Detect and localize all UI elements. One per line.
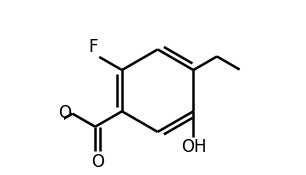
Text: O: O <box>91 153 104 171</box>
Text: F: F <box>89 38 98 56</box>
Text: O: O <box>58 104 72 122</box>
Text: OH: OH <box>181 138 206 156</box>
